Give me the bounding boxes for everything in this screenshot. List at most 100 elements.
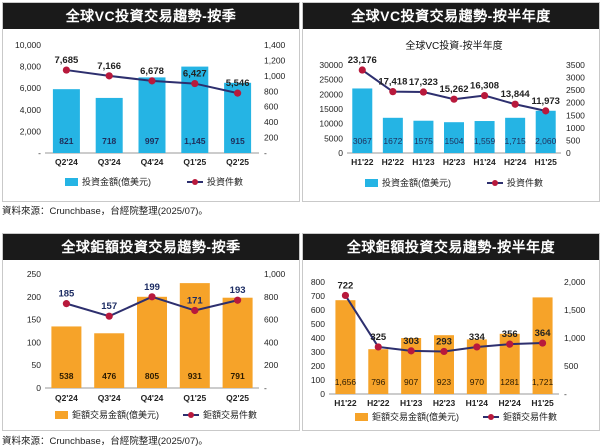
source-note-bottom: 資料來源：Crunchbase，台經院整理(2025/07)。 [2,436,208,447]
y-left-tick-label: 400 [311,333,325,343]
count-value-label: 17,323 [409,77,438,88]
bar-value-label: 796 [371,377,385,387]
bar [466,339,487,394]
panel-mega-quarterly: 全球鉅額投資交易趨勢-按季 0 50 100 150 200 250 - 200 400 600 8… [2,233,300,431]
chart-inner-title: 全球VC投資-按半年度 [405,39,502,52]
count-point [234,89,242,97]
bar [401,338,422,394]
count-value-label: 7,685 [55,55,79,66]
bar-value-label: 538 [59,371,73,381]
y-right-tick-label: 1,200 [264,55,286,65]
count-value-label: 303 [403,336,419,347]
bar [222,297,253,388]
count-value-label: 17,418 [378,77,407,88]
count-value-label: 15,262 [439,84,468,95]
y-right-tick-label: 500 [564,361,578,371]
panel-mega-halfyear: 全球鉅額投資交易趨勢-按半年度 0 100 200 300 400 500 600 700 80… [302,233,600,431]
bar-value-label: 1,145 [184,136,206,146]
legend-bar-label: 投資金額(億美元) [82,176,151,187]
bar-value-label: 1281 [500,377,519,387]
count-point [538,339,547,347]
count-value-label: 7,166 [97,61,121,72]
panel-title: 全球VC投資交易趨勢-按半年度 [303,3,599,29]
bar-value-label: 1,721 [532,377,554,387]
panel-vc-quarterly: 全球VC投資交易趨勢-按季 - 2,000 4,000 6,000 8,000 10,00… [2,2,300,202]
count-point [105,72,113,80]
y-right-tick-label: 200 [264,360,278,370]
legend-bar-swatch [365,179,378,187]
bar [499,333,520,394]
count-point [419,88,428,96]
y-right-tick-label: 1,500 [564,305,586,315]
y-left-tick-label: 30000 [319,60,343,70]
count-value-label: 193 [230,285,246,296]
y-left-tick-label: 100 [27,337,41,347]
x-tick-label: Q2'25 [226,157,249,167]
bar [382,117,403,153]
legend-line-marker [188,412,194,418]
count-point [374,343,382,351]
x-tick-label: H1'24 [473,157,496,167]
x-tick-label: H2'22 [367,398,390,408]
x-tick-label: Q2'24 [55,157,78,167]
bar-value-label: 821 [59,136,73,146]
y-right-tick-label: 2000 [566,98,585,108]
x-tick-label: H2'22 [382,157,405,167]
bar [413,120,434,153]
bar-value-label: 907 [404,377,418,387]
panel-title: 全球鉅額投資交易趨勢-按季 [3,234,299,260]
x-tick-label: Q1'25 [183,393,206,403]
x-tick-label: H1'23 [400,398,423,408]
count-value-label: 334 [469,332,486,343]
count-point [440,347,448,356]
count-point [358,66,366,74]
bar-value-label: 791 [231,371,245,381]
y-right-tick-label: 800 [264,292,278,302]
count-point [511,100,519,108]
x-tick-label: H1'23 [412,157,435,167]
legend-line-label: 鉅額交易件數 [503,411,557,422]
y-right-tick-label: 1,400 [264,40,286,50]
y-right-tick-label: 1,000 [264,269,286,279]
count-value-label: 356 [502,329,518,340]
y-left-tick-label: 250 [27,269,41,279]
count-point [148,293,156,301]
y-left-tick-label: 0 [320,389,325,399]
y-right-tick-label: 1,000 [264,71,286,81]
bar [335,300,356,394]
y-right-tick-label: 200 [264,133,278,143]
bar [52,89,80,153]
y-left-tick-label: 100 [311,375,325,385]
legend-bar-label: 投資金額(億美元) [382,177,451,188]
legend-line-label: 鉅額交易件數 [203,409,257,420]
bar [505,117,526,153]
count-value-label: 16,308 [470,81,499,92]
bar [138,77,166,153]
source-note-top: 資料來源：Crunchbase，台經院整理(2025/07)。 [2,206,208,217]
legend-bar-swatch [355,413,368,421]
bar [51,326,82,388]
x-tick-label: Q3'24 [98,157,121,167]
y-right-tick-label: - [564,389,567,399]
count-value-label: 6,678 [140,66,164,77]
count-value-label: 5,546 [226,78,250,89]
legend-line-marker [492,180,498,186]
y-left-tick-label: 4,000 [20,105,42,115]
legend-bar-swatch [65,178,78,186]
count-point [450,95,458,103]
count-value-label: 171 [187,295,204,306]
y-left-tick-label: 0 [36,383,41,393]
bar [179,283,210,388]
x-tick-label: Q2'25 [226,393,249,403]
y-left-tick-label: 300 [311,347,325,357]
bar [368,349,389,394]
count-point [389,88,397,96]
bar-value-label: 1,656 [335,377,357,387]
y-right-tick-label: 1000 [566,123,585,133]
legend-line-label: 投資件數 [507,177,543,188]
count-point [407,347,415,355]
bar [474,121,495,153]
bar-value-label: 923 [437,377,451,387]
y-right-tick-label: - [264,148,267,158]
y-left-tick-label: 8,000 [20,62,42,72]
